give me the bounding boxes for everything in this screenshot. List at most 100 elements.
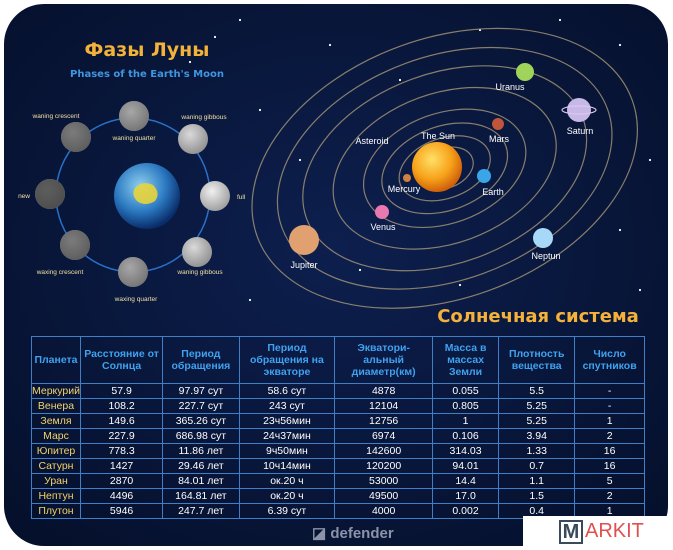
table-cell: 0.805	[432, 398, 500, 414]
star	[618, 43, 622, 47]
table-cell: 243 сут	[238, 398, 336, 414]
table-cell: 164.81 лет	[162, 488, 240, 504]
column-header: Расстояние от Солнца	[79, 336, 164, 384]
star	[248, 298, 252, 302]
planet-label: Jupiter	[290, 260, 317, 270]
table-cell: 9ч50мин	[238, 443, 336, 459]
moon-phase-2	[200, 181, 230, 211]
star	[358, 268, 362, 272]
brand-name: defender	[330, 525, 394, 542]
table-cell: 108.2	[79, 398, 164, 414]
table-row: Сатурн 1427 29.46 лет 10ч14мин 120200 94.01 0.…	[31, 458, 645, 474]
planet-earth	[477, 169, 491, 183]
moon-shadow	[61, 122, 91, 152]
australia-shape	[133, 183, 158, 204]
moon-shadow	[182, 237, 212, 267]
planet-label: Mercury	[388, 184, 421, 194]
moon-shadow	[60, 230, 90, 260]
planet-jupiter	[289, 225, 319, 255]
table-header-row: Планета Расстояние от Солнца Период обраще…	[31, 336, 645, 384]
orbit-ring	[381, 122, 509, 215]
table-cell: 314.03	[432, 443, 500, 459]
table-cell: 53000	[334, 473, 434, 489]
column-header: Плотность вещества	[498, 336, 576, 384]
table-cell: 686.98 сут	[162, 428, 240, 444]
star	[648, 158, 652, 162]
table-cell: 5.5	[498, 383, 576, 399]
table-cell: 5.25	[498, 398, 576, 414]
table-cell: 4496	[79, 488, 164, 504]
table-cell: 94.01	[432, 458, 500, 474]
table-cell: 0.002	[432, 503, 500, 519]
table-cell: 58.6 сут	[238, 383, 336, 399]
planet-label: Venus	[370, 222, 396, 232]
watermark-m: M	[559, 520, 583, 544]
stars	[188, 18, 652, 302]
moon-phase-label: full	[237, 194, 246, 201]
table-cell: 4878	[334, 383, 434, 399]
column-header: Период обращения	[162, 336, 240, 384]
moon-phase-label: waning gibbous	[176, 269, 223, 276]
table-row: Марс 227.9 686.98 сут 24ч37мин 6974 0.106 3.94…	[31, 428, 645, 444]
planet-name-cell: Сатурн	[31, 458, 81, 474]
planet-name-cell: Земля	[31, 413, 81, 429]
table-cell: 97.97 сут	[162, 383, 240, 399]
planet-name-cell: Марс	[31, 428, 81, 444]
planet-name-cell: Плутон	[31, 503, 81, 519]
moon-phase-label: waxing quarter	[114, 296, 158, 303]
table-cell: 149.6	[79, 413, 164, 429]
defender-logo: ◪ defender	[312, 524, 394, 542]
moon-shadow	[119, 101, 149, 131]
table-cell: 0.7	[498, 458, 576, 474]
table-cell: 0.055	[432, 383, 500, 399]
table-cell: -	[574, 398, 645, 414]
orbit-ring	[362, 108, 527, 229]
moon-shadow	[178, 124, 208, 154]
column-header: Масса в массах Земли	[432, 336, 500, 384]
planet-label: Uranus	[495, 82, 525, 92]
table-cell: 6974	[334, 428, 434, 444]
planet-the-sun	[412, 142, 462, 192]
star	[298, 158, 302, 162]
star	[328, 43, 332, 47]
table-cell: 17.0	[432, 488, 500, 504]
planet-mars	[492, 118, 504, 130]
column-header: Период обращения на экваторе	[238, 336, 336, 384]
table-cell: 227.7 сут	[162, 398, 240, 414]
table-cell: 49500	[334, 488, 434, 504]
star	[558, 18, 562, 22]
table-cell: 24ч37мин	[238, 428, 336, 444]
orbits	[251, 27, 638, 309]
table-cell: 247.7 лет	[162, 503, 240, 519]
defender-logo-icon: ◪	[312, 525, 331, 542]
moon-phase-3	[182, 237, 212, 267]
planet-label: Asteroid	[355, 136, 388, 146]
star	[188, 60, 192, 64]
planet-saturn	[567, 98, 591, 122]
planet-label: The Sun	[421, 131, 455, 141]
moon-phase-label: waning quarter	[112, 135, 157, 142]
watermark-text: ARKIT	[585, 520, 644, 542]
table-cell: 120200	[334, 458, 434, 474]
table-row: Меркурий 57.9 97.97 сут 58.6 сут 4878 0.055 5.…	[31, 383, 645, 399]
column-header: Экватори-альный диаметр(км)	[334, 336, 434, 384]
table-cell: 23ч56мин	[238, 413, 336, 429]
table-cell: 1427	[79, 458, 164, 474]
moon-shadow	[118, 257, 148, 287]
table-row: Земля 149.6 365.26 сут 23ч56мин 12756 1 5.25 1	[31, 413, 645, 429]
table-cell: 5.25	[498, 413, 576, 429]
planet-name-cell: Уран	[31, 473, 81, 489]
moon-subtitle: Phases of the Earth's Moon	[70, 69, 224, 80]
star	[213, 35, 217, 39]
table-cell: 57.9	[79, 383, 164, 399]
table-row: Нептун 4496 164.81 лет ок.20 ч 49500 17.0 1.5 2	[31, 488, 645, 504]
planet-label: Mars	[489, 134, 509, 144]
planet-name-cell: Нептун	[31, 488, 81, 504]
moon-phase-label: waning crescent	[32, 113, 80, 120]
orbit-ring	[332, 86, 557, 250]
moon-phase-0	[119, 101, 149, 131]
table-cell: ок.20 ч	[238, 488, 336, 504]
planet-table: Планета Расстояние от Солнца Период обраще…	[31, 336, 645, 519]
table-row: Венера 108.2 227.7 сут 243 сут 12104 0.805 5.2…	[31, 398, 645, 414]
table-cell: 778.3	[79, 443, 164, 459]
